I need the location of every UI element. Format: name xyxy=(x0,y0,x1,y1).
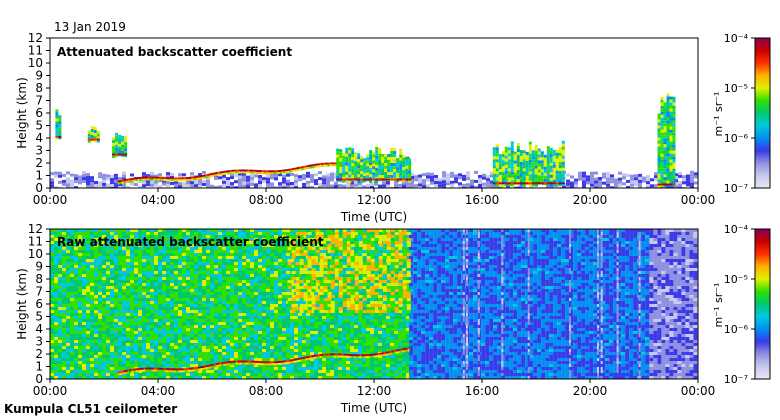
x-axis-label: Time (UTC) xyxy=(340,401,407,415)
y-tick-label: 10 xyxy=(28,247,43,261)
colorbar: 10⁻⁴ 10⁻⁵ 10⁻⁶ 10⁻⁷ m⁻¹ sr⁻¹ xyxy=(712,32,771,195)
panel-raw: Raw attenuated backscatter coefficient 0… xyxy=(15,222,771,415)
panel-title: Attenuated backscatter coefficient xyxy=(57,45,292,59)
y-tick-label: 12 xyxy=(28,31,43,45)
y-tick-label: 8 xyxy=(35,272,43,286)
x-axis: 00:00 04:00 08:00 12:00 16:00 20:00 00:00 xyxy=(33,188,716,207)
y-tick-label: 7 xyxy=(35,285,43,299)
colorbar-label: m⁻¹ sr⁻¹ xyxy=(712,283,725,328)
y-tick-label: 8 xyxy=(35,81,43,95)
y-tick-label: 2 xyxy=(35,156,43,170)
y-axis-label: Height (km) xyxy=(15,77,29,148)
x-tick-label: 00:00 xyxy=(681,384,716,398)
colorbar-label: m⁻¹ sr⁻¹ xyxy=(712,92,725,137)
date-label: 13 Jan 2019 xyxy=(54,20,126,34)
colorbar-tick-label: 10⁻⁷ xyxy=(724,373,748,386)
x-tick-label: 12:00 xyxy=(357,193,392,207)
colorbar-scale xyxy=(754,37,771,189)
x-axis: 00:00 04:00 08:00 12:00 16:00 20:00 00:00 xyxy=(33,379,716,398)
x-tick-label: 00:00 xyxy=(33,193,68,207)
colorbar-tick-label: 10⁻⁵ xyxy=(724,273,748,286)
x-axis-label: Time (UTC) xyxy=(340,210,407,224)
y-tick-label: 1 xyxy=(35,169,43,183)
colorbar-tick-label: 10⁻⁴ xyxy=(724,32,749,45)
y-axis-label: Height (km) xyxy=(15,268,29,339)
colorbar: 10⁻⁴ 10⁻⁵ 10⁻⁶ 10⁻⁷ m⁻¹ sr⁻¹ xyxy=(712,223,771,386)
x-tick-label: 12:00 xyxy=(357,384,392,398)
panel-attenuated: Attenuated backscatter coefficient 01234… xyxy=(15,31,771,224)
x-tick-label: 08:00 xyxy=(249,193,284,207)
y-tick-label: 4 xyxy=(35,131,43,145)
x-tick-label: 16:00 xyxy=(465,193,500,207)
x-tick-label: 00:00 xyxy=(33,384,68,398)
y-tick-label: 12 xyxy=(28,222,43,236)
colorbar-tick-label: 10⁻⁵ xyxy=(724,82,748,95)
y-tick-label: 6 xyxy=(35,297,43,311)
x-tick-label: 04:00 xyxy=(141,384,176,398)
y-tick-label: 4 xyxy=(35,322,43,336)
x-tick-label: 20:00 xyxy=(573,193,608,207)
colorbar-tick-label: 10⁻⁷ xyxy=(724,182,748,195)
y-tick-label: 0 xyxy=(35,372,43,386)
y-tick-label: 6 xyxy=(35,106,43,120)
colorbar-tick-label: 10⁻⁶ xyxy=(724,323,749,336)
x-tick-label: 08:00 xyxy=(249,384,284,398)
y-tick-label: 1 xyxy=(35,360,43,374)
y-tick-label: 9 xyxy=(35,69,43,83)
y-tick-label: 7 xyxy=(35,94,43,108)
colorbar-scale xyxy=(754,228,771,380)
panel-title: Raw attenuated backscatter coefficient xyxy=(57,235,324,249)
y-tick-label: 9 xyxy=(35,260,43,274)
x-tick-label: 04:00 xyxy=(141,193,176,207)
y-tick-label: 3 xyxy=(35,144,43,158)
y-tick-label: 10 xyxy=(28,56,43,70)
x-tick-label: 20:00 xyxy=(573,384,608,398)
x-tick-label: 00:00 xyxy=(681,193,716,207)
y-tick-label: 3 xyxy=(35,335,43,349)
y-tick-label: 11 xyxy=(28,44,43,58)
y-tick-label: 5 xyxy=(35,310,43,324)
y-tick-label: 2 xyxy=(35,347,43,361)
colorbar-tick-label: 10⁻⁶ xyxy=(724,132,749,145)
heatmap-content xyxy=(50,229,698,379)
y-tick-label: 11 xyxy=(28,235,43,249)
y-tick-label: 5 xyxy=(35,119,43,133)
y-tick-label: 0 xyxy=(35,181,43,195)
colorbar-tick-label: 10⁻⁴ xyxy=(724,223,749,236)
x-tick-label: 16:00 xyxy=(465,384,500,398)
station-label: Kumpula CL51 ceilometer xyxy=(4,402,178,416)
